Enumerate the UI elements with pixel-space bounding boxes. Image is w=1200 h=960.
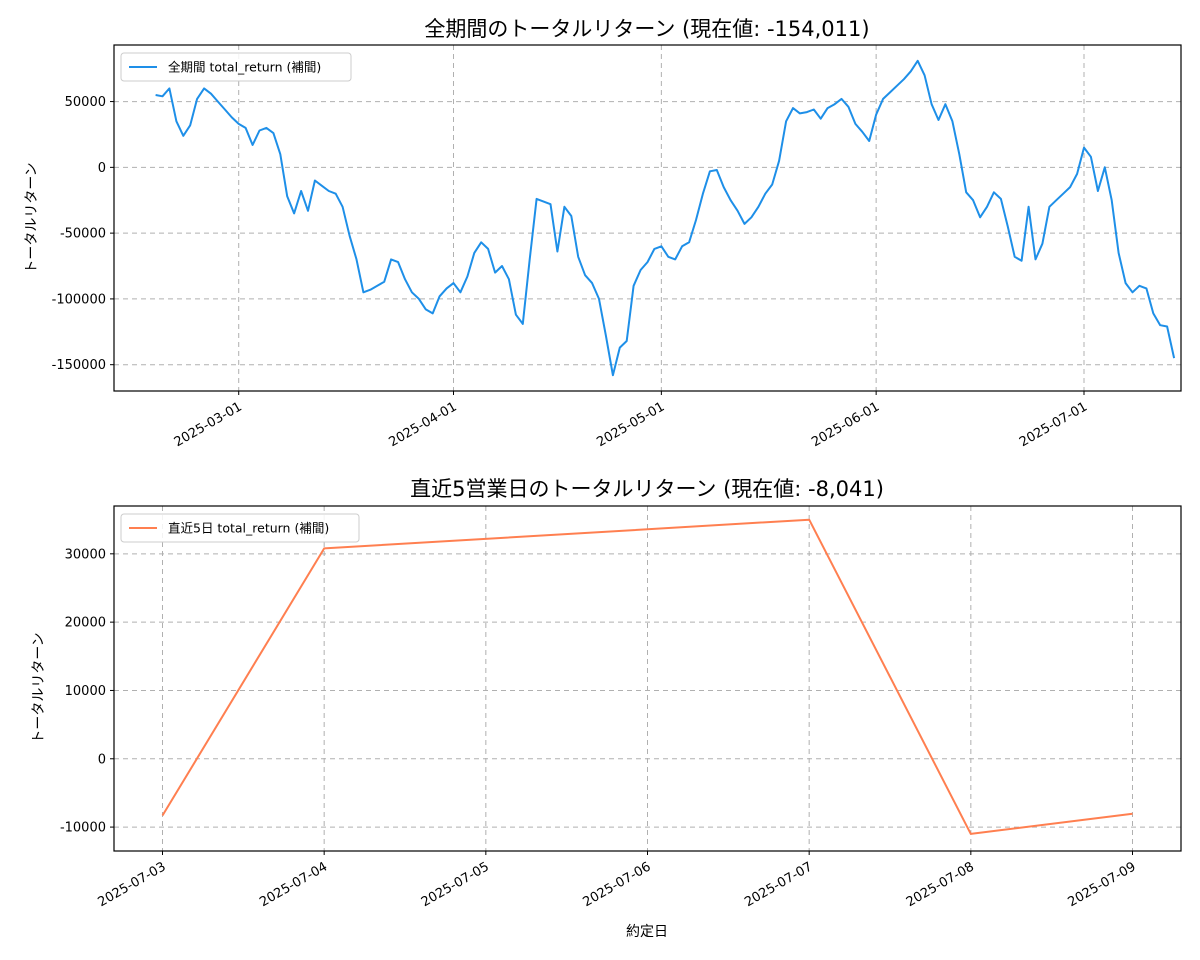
y-tick-label: 30000 — [65, 547, 106, 562]
legend: 全期間 total_return (補間) — [120, 52, 352, 82]
chart-title: 直近5営業日のトータルリターン (現在値: -8,041) — [410, 477, 884, 501]
y-axis-label: トータルリターン — [31, 632, 47, 743]
legend-label: 全期間 total_return (補間) — [168, 60, 321, 75]
series-group — [155, 59, 1176, 377]
series-line — [161, 518, 1133, 835]
chart-recent-5-days: 直近5営業日のトータルリターン (現在値: -8,041) 30000 20000… — [31, 477, 1182, 940]
x-tick-label: 2025-04-01 — [387, 399, 460, 450]
legend-label: 直近5日 total_return (補間) — [168, 521, 329, 536]
x-tick-label: 2025-07-01 — [1017, 399, 1090, 450]
y-tick-label: -150000 — [52, 358, 106, 373]
plot-frame — [113, 44, 1182, 392]
y-tick-label: 0 — [98, 752, 106, 767]
x-tick-label: 2025-07-06 — [581, 859, 654, 910]
x-tick-label: 2025-06-01 — [809, 399, 882, 450]
x-tick-label: 2025-07-03 — [96, 859, 169, 910]
grid — [114, 506, 1181, 851]
x-axis-ticks: 2025-07-03 2025-07-04 2025-07-05 2025-07-06… — [96, 851, 1139, 910]
legend: 直近5日 total_return (補間) — [120, 513, 360, 543]
x-axis-label: 約定日 — [626, 924, 668, 940]
y-tick-label: 50000 — [65, 95, 106, 110]
legend-box — [120, 513, 360, 543]
x-tick-label: 2025-07-05 — [419, 859, 492, 910]
x-tick-label: 2025-07-08 — [904, 859, 977, 910]
x-tick-label: 2025-03-01 — [172, 399, 245, 450]
chart-full-period: 全期間のトータルリターン (現在値: -154,011) 50000 0 -5000… — [24, 17, 1182, 450]
series-group — [161, 518, 1133, 835]
legend-box — [120, 52, 352, 82]
y-tick-label: -10000 — [60, 821, 106, 836]
series-line — [155, 59, 1176, 377]
x-tick-label: 2025-07-04 — [257, 859, 330, 910]
y-axis-ticks: 30000 20000 10000 0 -10000 — [60, 547, 114, 836]
y-tick-label: 20000 — [65, 616, 106, 631]
x-tick-label: 2025-05-01 — [594, 399, 667, 450]
grid — [114, 45, 1181, 391]
x-tick-label: 2025-07-09 — [1066, 859, 1139, 910]
chart-title: 全期間のトータルリターン (現在値: -154,011) — [424, 17, 869, 41]
x-axis-ticks: 2025-03-01 2025-04-01 2025-05-01 2025-06-01… — [172, 391, 1090, 450]
x-tick-label: 2025-07-07 — [742, 859, 815, 910]
y-tick-label: -100000 — [52, 292, 106, 307]
y-tick-label: 0 — [98, 161, 106, 176]
y-axis-label: トータルリターン — [24, 162, 40, 273]
y-tick-label: 10000 — [65, 684, 106, 699]
y-tick-label: -50000 — [60, 227, 106, 242]
y-axis-ticks: 50000 0 -50000 -100000 -150000 — [52, 95, 114, 373]
